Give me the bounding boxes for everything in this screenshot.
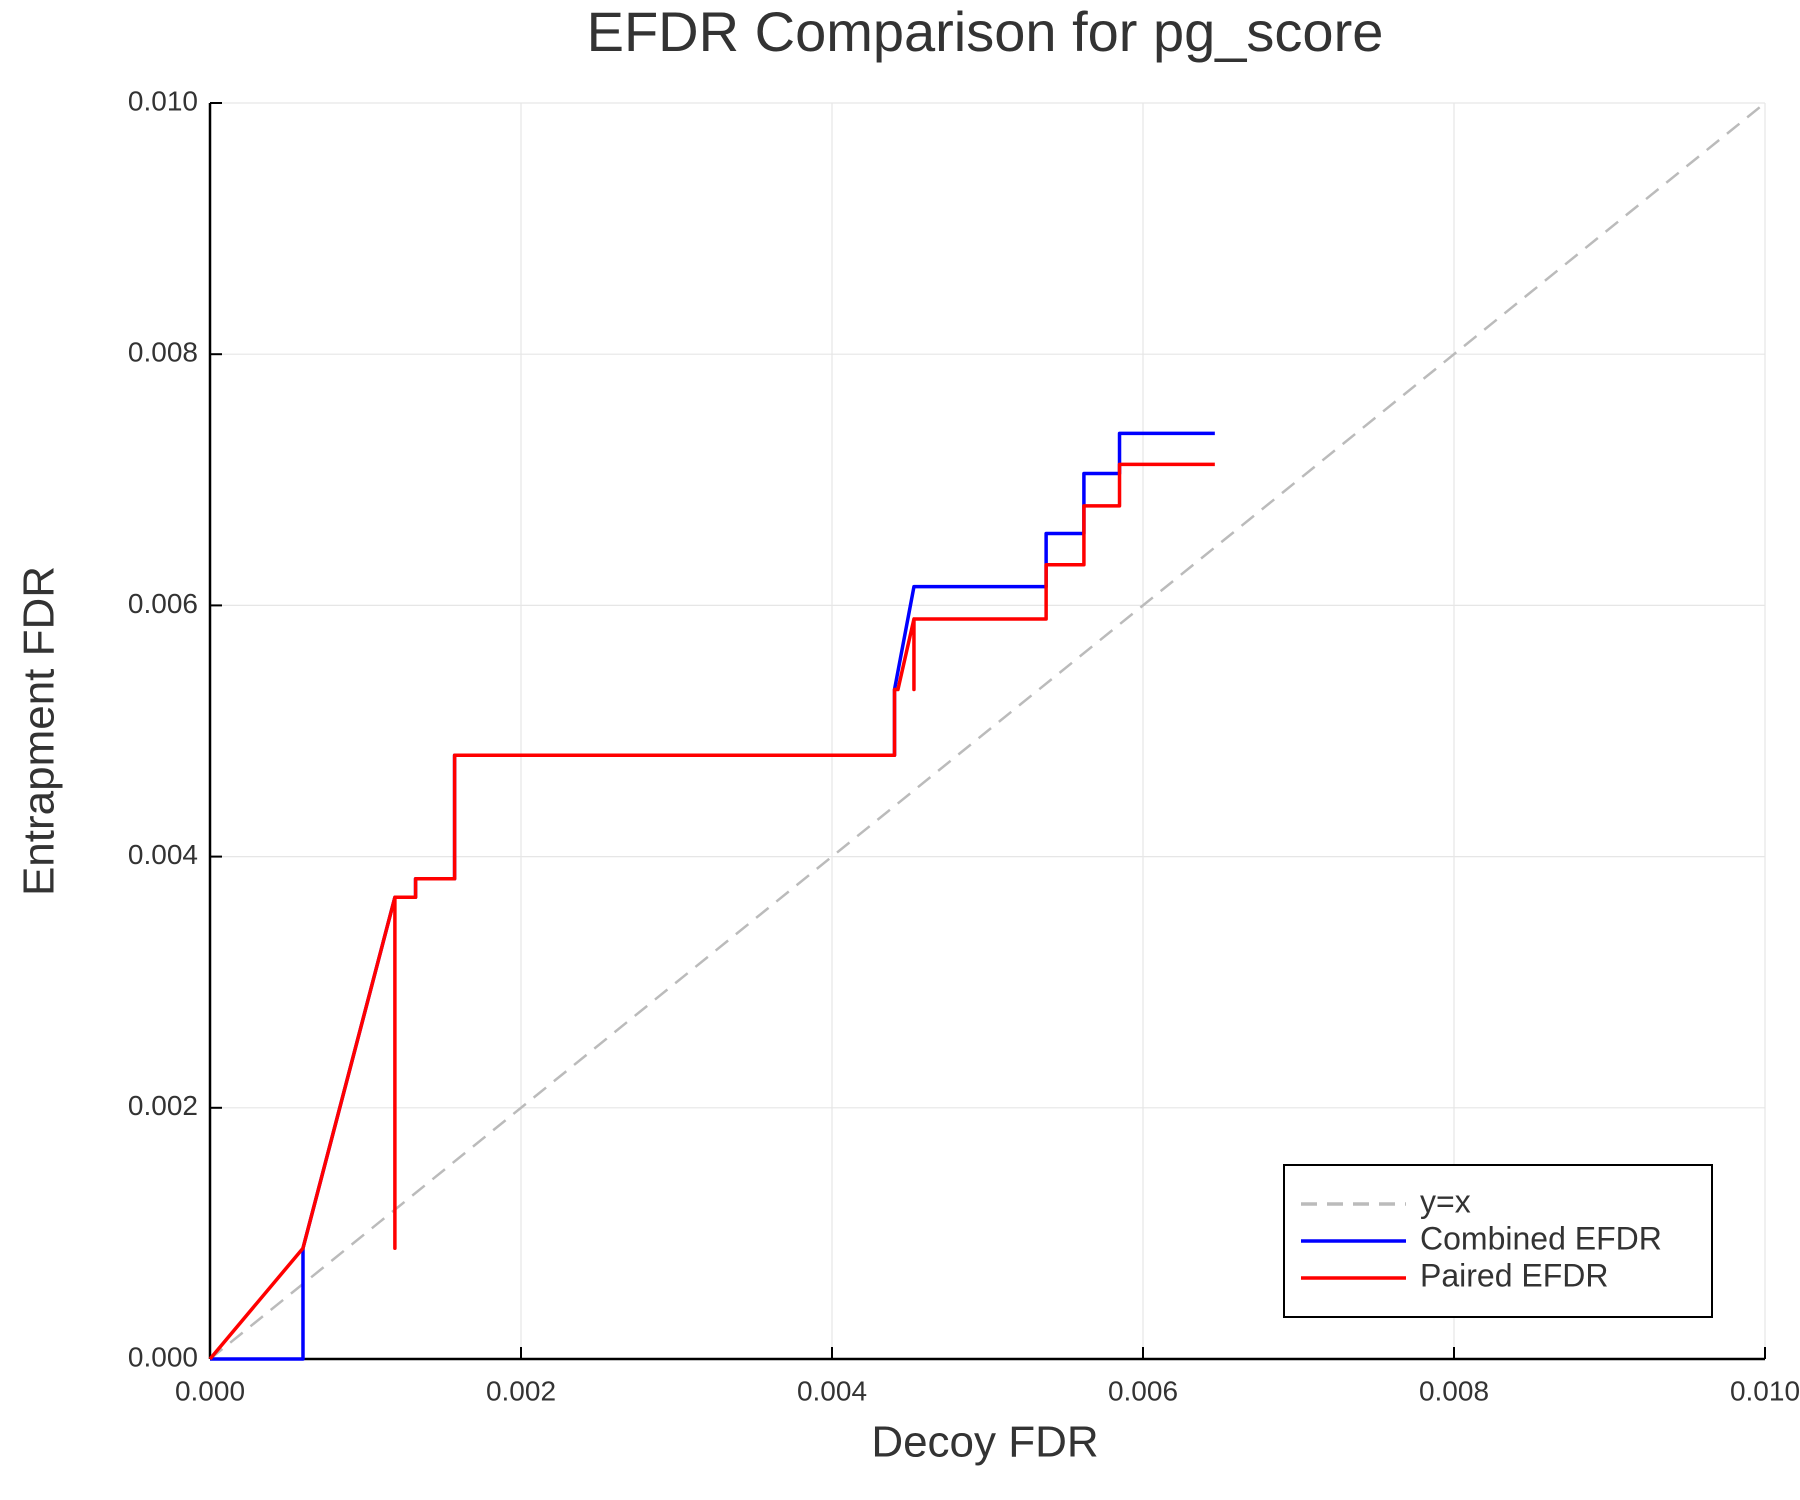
x-tick-label: 0.008 — [1419, 1375, 1489, 1406]
x-tick-label: 0.002 — [486, 1375, 556, 1406]
y-axis-label: Entrapment FDR — [15, 566, 64, 896]
chart-title: EFDR Comparison for pg_score — [587, 0, 1384, 63]
x-tick-label: 0.004 — [797, 1375, 867, 1406]
legend-label: Combined EFDR — [1420, 1220, 1662, 1256]
legend-label: Paired EFDR — [1420, 1257, 1609, 1293]
y-tick-label: 0.004 — [128, 839, 198, 870]
series-line — [208, 462, 1215, 1361]
x-tick-label: 0.006 — [1108, 1375, 1178, 1406]
y-tick-label: 0.002 — [128, 1090, 198, 1121]
y-tick-label: 0.006 — [128, 588, 198, 619]
y-tick-label: 0.010 — [128, 85, 198, 116]
series-line — [210, 431, 1215, 1361]
series-line — [209, 102, 1766, 1360]
y-tick-label: 0.000 — [128, 1341, 198, 1372]
y-tick-label: 0.008 — [128, 337, 198, 368]
x-axis-label: Decoy FDR — [871, 1418, 1098, 1467]
legend-label: y=x — [1420, 1183, 1471, 1219]
x-tick-label: 0.010 — [1730, 1375, 1800, 1406]
x-tick-label: 0.000 — [175, 1375, 245, 1406]
